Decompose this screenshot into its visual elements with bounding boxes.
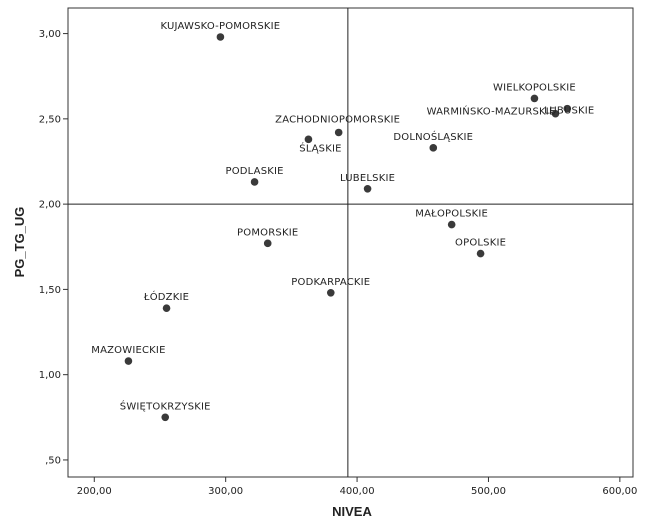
data-point — [216, 33, 225, 41]
x-tick-label: 600,00 — [602, 486, 637, 497]
point-label: WIELKOPOLSKIE — [493, 82, 576, 93]
point-label: LUBELSKIE — [340, 173, 395, 184]
reference-lines — [68, 8, 633, 477]
data-point — [363, 184, 372, 193]
point-label: ŚLĄSKIE — [299, 141, 341, 154]
point-label: KUJAWSKO-POMORSKIE — [161, 21, 281, 32]
data-point — [263, 239, 272, 248]
point-label: ŁÓDZKIE — [143, 290, 189, 303]
data-point — [162, 304, 171, 312]
y-tick-label: ,50 — [45, 455, 61, 466]
point-label: ZACHODNIOPOMORSKIE — [275, 114, 400, 125]
data-point — [563, 104, 572, 113]
data-point — [124, 357, 133, 365]
data-point — [551, 109, 560, 118]
y-axis-ticks: ,50 1,00 1,50 2,00 2,50 3,00 — [39, 29, 68, 466]
x-axis-title: NIVEA — [332, 504, 372, 519]
plot-frame — [67, 7, 634, 478]
point-label: LUBUSKIE — [544, 106, 594, 117]
x-tick-label: 500,00 — [471, 486, 506, 497]
point-label: MAŁOPOLSKIE — [415, 209, 488, 220]
point-label: ŚWIĘTOKRZYSKIE — [120, 399, 211, 412]
point-label: PODLASKIE — [225, 166, 283, 177]
point-label: WARMIŃSKO-MAZURSKIE — [427, 105, 556, 118]
y-tick-label: 2,50 — [39, 114, 61, 125]
point-label: OPOLSKIE — [455, 238, 506, 249]
data-point — [429, 144, 438, 152]
y-tick-label: 2,00 — [39, 200, 61, 211]
data-point — [161, 413, 170, 422]
x-tick-label: 300,00 — [208, 486, 243, 497]
point-label: MAZOWIECKIE — [91, 345, 165, 356]
point-label: POMORSKIE — [237, 227, 298, 238]
data-point — [250, 178, 259, 186]
y-axis-title: PG_TG_UG — [12, 207, 27, 278]
data-point — [326, 289, 335, 297]
x-tick-label: 400,00 — [340, 486, 375, 497]
data-point — [304, 135, 313, 144]
y-tick-label: 1,00 — [39, 370, 61, 381]
x-axis-ticks: 200,00 300,00 400,00 500,00 600,00 — [77, 477, 637, 497]
point-label: DOLNOŚLĄSKIE — [393, 130, 473, 143]
y-tick-label: 1,50 — [39, 285, 61, 296]
data-point — [530, 94, 539, 103]
data-points — [124, 33, 572, 422]
data-point — [447, 220, 456, 229]
point-labels: KUJAWSKO-POMORSKIE WIELKOPOLSKIE LUBUSKIEW… — [91, 21, 594, 412]
data-point — [476, 249, 485, 258]
data-point — [334, 128, 343, 137]
point-label: PODKARPACKIE — [291, 277, 370, 288]
y-tick-label: 3,00 — [39, 29, 61, 40]
x-tick-label: 200,00 — [77, 486, 112, 497]
